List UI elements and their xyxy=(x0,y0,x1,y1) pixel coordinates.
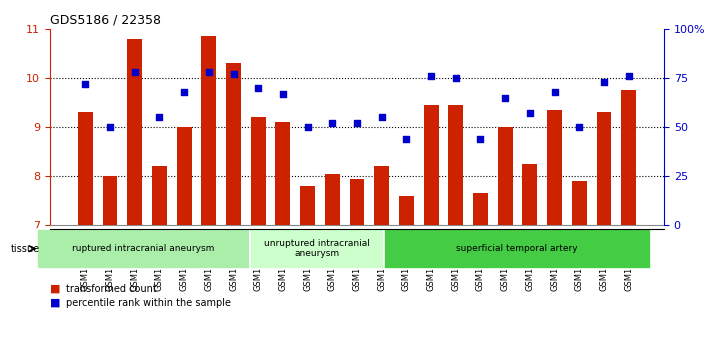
Point xyxy=(351,120,363,126)
Bar xyxy=(152,166,167,225)
Point xyxy=(401,136,412,142)
Bar xyxy=(572,181,587,225)
Bar xyxy=(325,174,340,225)
Point xyxy=(500,95,511,101)
Bar xyxy=(423,105,438,225)
Bar xyxy=(176,127,191,225)
Point xyxy=(228,71,239,77)
Bar xyxy=(597,112,611,225)
Point xyxy=(549,89,560,95)
Text: GDS5186 / 22358: GDS5186 / 22358 xyxy=(50,13,161,26)
Point xyxy=(524,110,536,116)
Point xyxy=(326,120,338,126)
Text: ■: ■ xyxy=(50,298,61,308)
Point xyxy=(623,73,635,79)
Bar xyxy=(547,110,562,225)
Point xyxy=(129,69,141,75)
Point xyxy=(450,75,461,81)
Bar xyxy=(350,179,364,225)
Bar xyxy=(127,39,142,225)
Bar xyxy=(226,63,241,225)
Bar xyxy=(448,105,463,225)
Text: transformed count: transformed count xyxy=(66,284,156,294)
Bar xyxy=(251,117,266,225)
Point xyxy=(253,85,264,91)
Point xyxy=(598,79,610,85)
Bar xyxy=(276,122,291,225)
Bar xyxy=(498,127,513,225)
Text: ruptured intracranial aneurysm: ruptured intracranial aneurysm xyxy=(72,244,215,253)
Point xyxy=(376,114,388,120)
Bar xyxy=(399,196,414,225)
Point xyxy=(277,91,288,97)
Point xyxy=(573,124,585,130)
Point xyxy=(203,69,214,75)
Bar xyxy=(201,36,216,225)
Point xyxy=(475,136,486,142)
Bar xyxy=(300,186,315,225)
Text: unruptured intracranial
aneurysm: unruptured intracranial aneurysm xyxy=(264,239,370,258)
Text: tissue: tissue xyxy=(11,244,40,254)
Point xyxy=(104,124,116,130)
Point xyxy=(426,73,437,79)
Text: superficial temporal artery: superficial temporal artery xyxy=(456,244,578,253)
Bar xyxy=(103,176,117,225)
Point xyxy=(154,114,165,120)
Bar xyxy=(523,164,538,225)
Bar xyxy=(78,112,93,225)
Text: percentile rank within the sample: percentile rank within the sample xyxy=(66,298,231,308)
Text: ■: ■ xyxy=(50,284,61,294)
Point xyxy=(79,81,91,87)
Point xyxy=(302,124,313,130)
Bar xyxy=(374,166,389,225)
Point xyxy=(178,89,190,95)
Bar xyxy=(473,193,488,225)
Bar xyxy=(621,90,636,225)
